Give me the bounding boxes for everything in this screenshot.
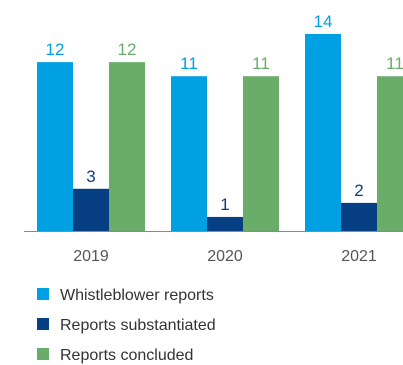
value-label-2021-2: 11 — [386, 54, 403, 73]
x-tick-labels-layer: 2019 2020 2021 — [73, 248, 377, 265]
x-tick-label-2020: 2020 — [207, 248, 243, 265]
bar-2021-1 — [341, 202, 377, 231]
bar-2020-2 — [243, 76, 279, 231]
bar-2019-2 — [109, 62, 145, 232]
legend-swatch-0 — [37, 288, 49, 300]
legend-label-0: Whistleblower reports — [60, 287, 214, 304]
bar-2019-0 — [37, 62, 73, 232]
legend-swatch-1 — [37, 318, 49, 330]
value-label-2019-2: 12 — [118, 40, 137, 59]
bar-2019-1 — [73, 188, 109, 231]
x-tick-label-2021: 2021 — [341, 248, 377, 265]
bar-2020-0 — [171, 76, 207, 231]
value-label-2020-2: 11 — [252, 54, 270, 73]
legend-swatch-2 — [37, 348, 49, 360]
value-label-2021-1: 2 — [354, 181, 363, 200]
legend-label-2: Reports concluded — [60, 347, 193, 364]
x-tick-label-2019: 2019 — [73, 248, 109, 265]
bar-2021-2 — [377, 76, 403, 231]
value-label-2019-1: 3 — [86, 167, 95, 186]
legend: Whistleblower reports Reports substantiat… — [37, 287, 216, 364]
bar-2021-0 — [305, 34, 341, 231]
value-label-2020-0: 11 — [180, 54, 198, 73]
legend-label-1: Reports substantiated — [60, 317, 216, 334]
value-label-2020-1: 1 — [220, 195, 229, 214]
bars-layer — [37, 34, 403, 232]
value-label-2021-0: 14 — [314, 12, 333, 31]
bar-2020-1 — [207, 216, 243, 231]
value-label-2019-0: 12 — [46, 40, 65, 59]
